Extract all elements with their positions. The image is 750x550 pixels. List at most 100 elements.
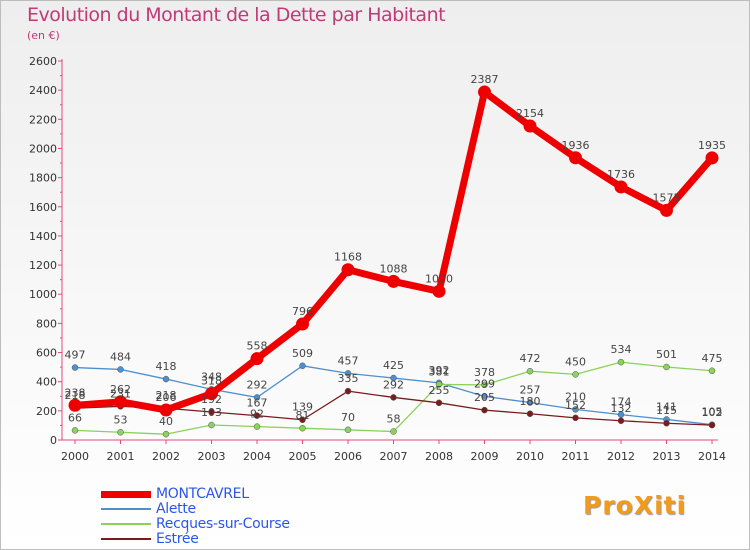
data-point-recques-sur-course: [162, 430, 170, 438]
data-point-recques-sur-course: [344, 426, 352, 434]
proxiti-logo: ProXiti: [583, 491, 687, 520]
data-point-montcavrel: [114, 395, 127, 409]
data-label-montcavrel: 558: [247, 340, 268, 353]
data-label-montcavrel: 238: [65, 386, 86, 399]
data-point-recques-sur-course: [526, 367, 534, 375]
data-point-montcavrel: [341, 263, 355, 277]
data-point-estr-e: [481, 406, 488, 414]
data-label-alette: 457: [338, 354, 359, 367]
data-label-recques-sur-course: 450: [565, 355, 586, 368]
data-label-recques-sur-course: 103: [201, 406, 222, 419]
data-point-recques-sur-course: [208, 421, 215, 429]
legend-swatch: [101, 523, 151, 525]
y-tick-label: 1000: [29, 288, 57, 301]
data-point-recques-sur-course: [617, 358, 625, 366]
data-label-alette: 418: [156, 360, 177, 373]
y-tick-label: 0: [50, 434, 57, 447]
data-label-estr-e: 218: [156, 389, 177, 402]
data-label-recques-sur-course: 534: [611, 343, 632, 356]
y-tick-label: 800: [36, 317, 57, 330]
data-point-recques-sur-course: [117, 429, 124, 436]
data-label-estr-e: 167: [247, 397, 268, 410]
data-label-alette: 497: [65, 349, 86, 362]
data-label-alette: 348: [201, 370, 222, 383]
x-tick-label: 2003: [198, 450, 226, 463]
data-point-estr-e: [344, 387, 352, 395]
x-tick-label: 2010: [516, 450, 544, 463]
y-tick-label: 1800: [29, 172, 57, 185]
data-label-alette: 210: [565, 390, 586, 403]
data-label-recques-sur-course: 58: [387, 413, 401, 426]
data-point-estr-e: [390, 394, 397, 401]
data-label-montcavrel: 1935: [698, 139, 726, 152]
data-point-alette: [526, 399, 534, 406]
chart-title: Evolution du Montant de la Dette par Hab…: [27, 4, 446, 26]
x-tick-label: 2007: [380, 450, 408, 463]
y-tick-label: 200: [36, 405, 57, 418]
data-label-estr-e: 115: [656, 404, 677, 417]
data-point-recques-sur-course: [71, 427, 79, 434]
x-tick-label: 2000: [61, 450, 89, 463]
data-label-alette: 392: [429, 364, 450, 377]
y-tick-label: 400: [36, 376, 57, 389]
data-label-recques-sur-course: 40: [159, 415, 173, 428]
data-point-estr-e: [663, 419, 670, 427]
y-tick-label: 1400: [29, 230, 57, 243]
data-point-recques-sur-course: [390, 428, 397, 435]
data-point-recques-sur-course: [708, 367, 716, 375]
data-point-recques-sur-course: [253, 423, 261, 430]
data-label-alette: 257: [520, 384, 541, 397]
data-point-estr-e: [708, 421, 716, 429]
legend-label: Alette: [156, 501, 196, 517]
data-point-recques-sur-course: [481, 381, 488, 389]
data-point-recques-sur-course: [572, 371, 579, 378]
data-label-estr-e: 335: [338, 372, 359, 385]
legend-swatch: [101, 508, 151, 510]
data-label-alette: 509: [292, 347, 313, 360]
data-label-recques-sur-course: 378: [474, 366, 495, 379]
data-label-estr-e: 218: [65, 389, 86, 402]
data-label-recques-sur-course: 53: [114, 413, 128, 426]
x-tick-label: 2011: [562, 450, 590, 463]
x-tick-label: 2008: [425, 450, 453, 463]
data-label-estr-e: 192: [201, 393, 222, 406]
data-label-montcavrel: 1575: [653, 191, 681, 204]
data-label-montcavrel: 796: [292, 305, 313, 318]
data-point-montcavrel: [250, 352, 264, 366]
data-label-montcavrel: 318: [201, 375, 222, 388]
data-label-recques-sur-course: 501: [656, 348, 677, 361]
data-label-alette: 141: [656, 400, 677, 413]
data-label-recques-sur-course: 475: [702, 352, 723, 365]
data-point-montcavrel: [705, 151, 719, 165]
data-point-alette: [117, 366, 124, 373]
data-label-estr-e: 231: [110, 387, 131, 400]
data-label-recques-sur-course: 81: [296, 409, 310, 422]
data-point-montcavrel: [614, 180, 628, 194]
data-label-estr-e: 139: [292, 401, 313, 414]
data-point-alette: [71, 364, 79, 371]
data-label-alette: 425: [383, 359, 404, 372]
data-point-montcavrel: [569, 151, 582, 165]
data-label-estr-e: 152: [565, 399, 586, 412]
data-label-estr-e: 255: [429, 384, 450, 397]
data-label-estr-e: 205: [474, 391, 495, 404]
y-tick-label: 2200: [29, 113, 57, 126]
data-point-estr-e: [435, 399, 443, 407]
data-label-montcavrel: 1088: [380, 262, 408, 275]
data-label-alette: 484: [110, 350, 131, 363]
legend-swatch: [101, 491, 151, 498]
x-tick-label: 2002: [152, 450, 180, 463]
y-tick-label: 2000: [29, 142, 57, 155]
data-point-alette: [481, 393, 488, 400]
data-point-montcavrel: [660, 203, 673, 217]
data-point-estr-e: [299, 416, 306, 423]
y-tick-label: 2400: [29, 84, 57, 97]
data-point-recques-sur-course: [299, 424, 306, 432]
legend-label: Estrée: [156, 531, 199, 547]
data-label-alette: 299: [474, 377, 495, 390]
chart-subtitle: (en €): [27, 29, 60, 42]
data-point-montcavrel: [68, 398, 82, 412]
data-point-alette: [390, 374, 397, 382]
data-point-recques-sur-course: [663, 363, 670, 371]
